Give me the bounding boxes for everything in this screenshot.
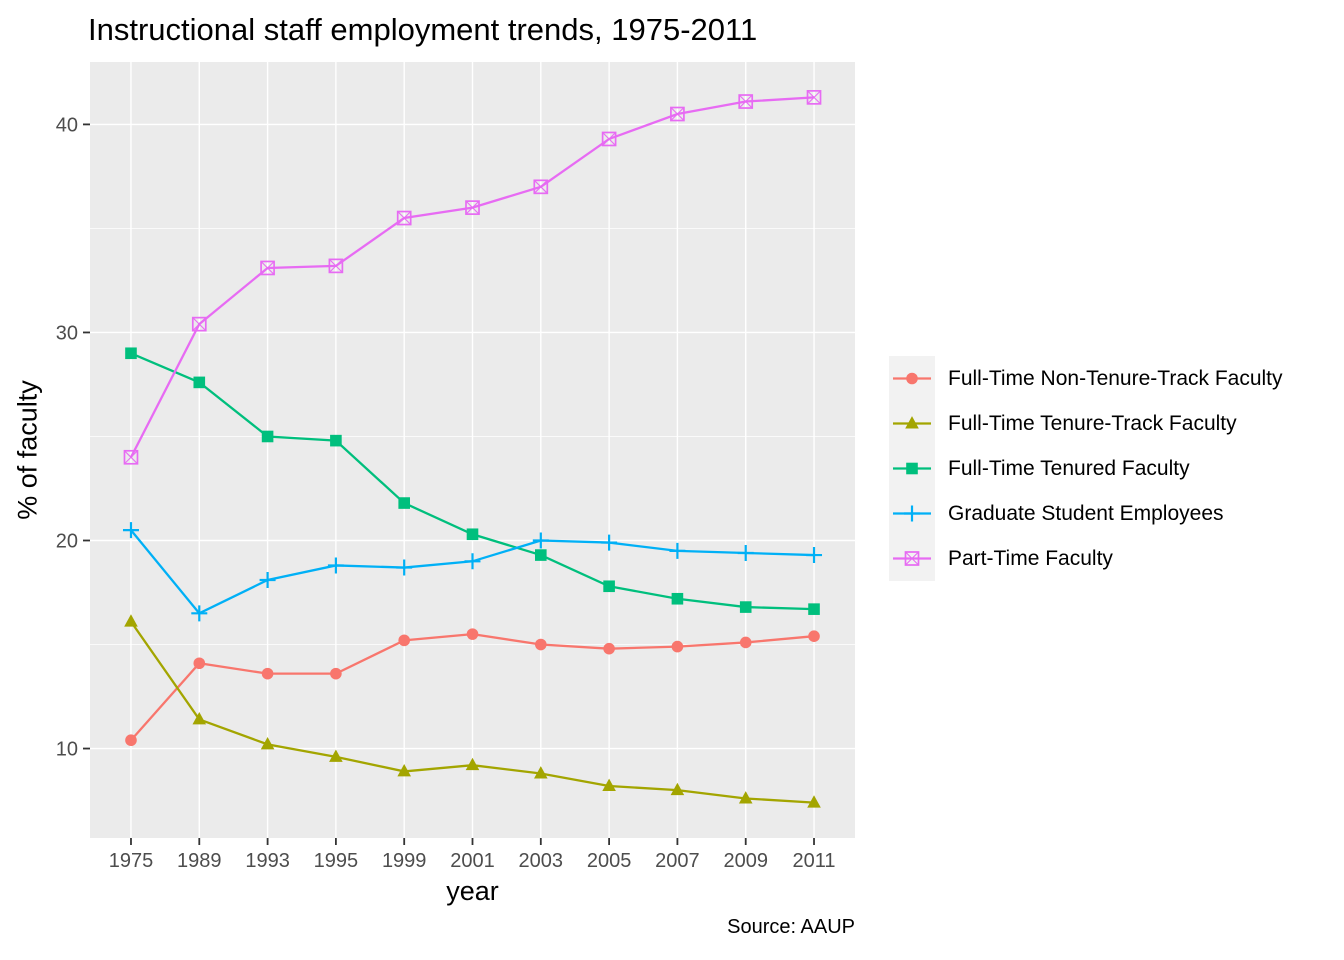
legend-label: Graduate Student Employees <box>948 501 1224 525</box>
x-tick-label: 1999 <box>382 850 427 872</box>
x-tick-label: 2005 <box>587 850 632 872</box>
x-tick-label: 2009 <box>723 850 768 872</box>
plot-area: 10 20 30 40 1975 1989 1993 1995 1999 2001 2003 2005… <box>56 62 855 872</box>
x-tick-label: 1995 <box>314 850 359 872</box>
legend-label: Full-Time Non-Tenure-Track Faculty <box>948 366 1283 390</box>
chart-title: Instructional staff employment trends, 1… <box>88 12 758 47</box>
legend-item-part-time-faculty: Part-Time Faculty <box>889 536 1283 581</box>
legend-item-full-time-non-tenure-track-faculty: Full-Time Non-Tenure-Track Faculty <box>889 356 1283 401</box>
legend-label: Part-Time Faculty <box>948 546 1113 570</box>
circle-marker-icon <box>889 356 935 401</box>
y-tick-label: 20 <box>56 530 78 552</box>
legend-label: Full-Time Tenure-Track Faculty <box>948 411 1237 435</box>
square-marker-icon <box>889 446 935 491</box>
legend-item-full-time-tenure-track-faculty: Full-Time Tenure-Track Faculty <box>889 401 1283 446</box>
y-tick-label: 10 <box>56 739 78 761</box>
plus-marker-icon <box>889 491 935 536</box>
square-x-marker-icon <box>889 536 935 581</box>
y-tick-label: 40 <box>56 114 78 136</box>
x-tick-label: 2001 <box>450 850 495 872</box>
x-tick-label: 2003 <box>519 850 564 872</box>
x-tick-label: 1975 <box>109 850 154 872</box>
source-caption: Source: AAUP <box>727 916 855 938</box>
x-axis-title: year <box>446 876 499 906</box>
x-tick-label: 1989 <box>177 850 222 872</box>
x-tick-label: 2011 <box>793 850 836 872</box>
x-tick-label: 1993 <box>245 850 290 872</box>
legend-item-graduate-student-employees: Graduate Student Employees <box>889 491 1283 536</box>
legend-item-full-time-tenured-faculty: Full-Time Tenured Faculty <box>889 446 1283 491</box>
triangle-marker-icon <box>889 401 935 446</box>
y-axis-title: % of faculty <box>12 380 43 520</box>
y-tick-label: 30 <box>56 322 78 344</box>
legend: Full-Time Non-Tenure-Track Faculty Full-… <box>889 356 1283 581</box>
legend-label: Full-Time Tenured Faculty <box>948 456 1190 480</box>
x-tick-label: 2007 <box>655 850 700 872</box>
